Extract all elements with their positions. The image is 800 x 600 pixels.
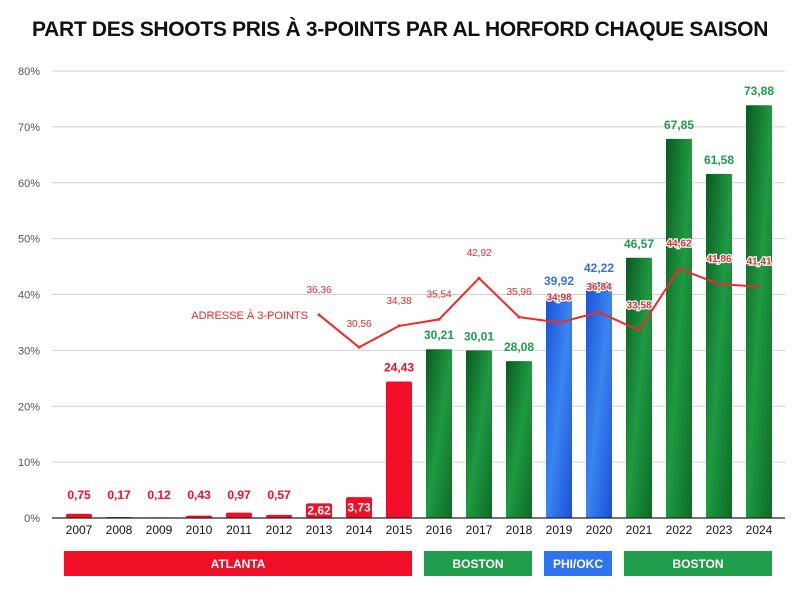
bar-2016	[426, 349, 452, 518]
line-point	[757, 285, 761, 289]
x-tick-label: 2011	[226, 523, 252, 537]
bar-value-label: 0,57	[267, 488, 291, 502]
line-value-label: 34,98	[546, 293, 571, 304]
bar-2023	[706, 173, 732, 518]
x-tick-label: 2008	[106, 523, 133, 537]
x-tick-label: 2021	[626, 523, 653, 537]
bar-value-label: 42,22	[584, 261, 614, 275]
x-tick-label: 2020	[586, 523, 613, 537]
bar-value-label: 3,73	[347, 501, 371, 515]
bar-2020	[586, 282, 612, 518]
bar-value-label: 24,43	[384, 360, 414, 374]
team-label: BOSTON	[672, 557, 723, 571]
bar-2021	[626, 257, 652, 518]
bar-2012	[266, 514, 292, 518]
line-point	[397, 324, 401, 328]
x-tick-label: 2016	[426, 523, 453, 537]
y-tick-label: 50%	[18, 234, 40, 246]
x-tick-label: 2013	[306, 523, 333, 537]
line-value-label: 41,86	[706, 254, 731, 265]
x-tick-label: 2009	[146, 523, 173, 537]
bar-2007	[66, 513, 92, 518]
bar-2011	[226, 512, 252, 518]
line-point	[477, 276, 481, 280]
x-tick-label: 2010	[186, 523, 213, 537]
line-value-label: 35,54	[426, 289, 451, 300]
line-point	[357, 345, 361, 349]
x-tick-label: 2022	[666, 523, 693, 537]
y-tick-label: 0%	[24, 513, 40, 525]
bar-value-label: 30,01	[464, 329, 494, 343]
x-tick-label: 2023	[706, 523, 733, 537]
line-point	[677, 267, 681, 271]
y-tick-label: 30%	[18, 345, 40, 357]
y-tick-label: 20%	[18, 401, 40, 413]
x-tick-label: 2015	[386, 523, 413, 537]
bar-value-label: 39,92	[544, 274, 574, 288]
bar-value-label: 67,85	[664, 118, 694, 132]
bar-value-label: 0,12	[147, 488, 171, 502]
y-tick-label: 40%	[18, 290, 40, 302]
line-value-label: 34,38	[386, 296, 411, 307]
team-label: PHI/OKC	[553, 557, 603, 571]
bar-2022	[666, 138, 692, 518]
y-tick-label: 70%	[18, 122, 40, 134]
team-band-atlanta	[64, 551, 412, 576]
bar-value-label: 30,21	[424, 328, 454, 342]
bar-2017	[466, 350, 492, 518]
chart-title: PART DES SHOOTS PRIS À 3-POINTS PAR AL H…	[31, 18, 769, 41]
team-band-boston	[424, 551, 532, 576]
y-tick-label: 80%	[18, 66, 40, 78]
line-point	[437, 317, 441, 321]
x-tick-label: 2024	[746, 523, 773, 537]
bar-2014	[346, 497, 372, 518]
line-three-point-pct	[318, 267, 760, 349]
team-band-phi/okc	[544, 551, 612, 576]
bar-value-label: 0,97	[227, 488, 251, 502]
line-value-label: 30,56	[346, 319, 371, 330]
line-value-label: 36,84	[586, 282, 611, 293]
line-point	[557, 321, 561, 325]
x-tick-label: 2019	[546, 523, 573, 537]
line-point	[517, 315, 521, 319]
x-tick-label: 2014	[346, 523, 373, 537]
bar-2024	[746, 105, 772, 519]
bar-2010	[186, 515, 212, 518]
line-value-label: 33,58	[626, 300, 651, 311]
bar-value-label: 2,62	[307, 504, 331, 518]
team-label: ATLANTA	[211, 557, 266, 571]
bar-value-label: 61,58	[704, 153, 734, 167]
line-point	[637, 328, 641, 332]
line-point	[717, 282, 721, 286]
bar-2013	[306, 503, 332, 518]
line-legend-label: ADRESSE À 3-POINTS	[191, 309, 308, 322]
bar-value-label: 28,08	[504, 340, 534, 354]
line-value-label: 36,36	[306, 285, 331, 296]
bar-value-label: 0,17	[107, 488, 131, 502]
bar-2018	[506, 361, 532, 518]
x-tick-label: 2012	[266, 523, 293, 537]
y-tick-label: 60%	[18, 178, 40, 190]
line-value-label: 44,62	[666, 239, 691, 250]
bar-value-label: 0,43	[187, 488, 211, 502]
line-point	[597, 310, 601, 314]
bar-2015	[386, 381, 412, 518]
line-value-label: 42,92	[466, 248, 491, 259]
line-value-label: 41,41	[746, 257, 771, 268]
bar-value-label: 46,57	[624, 237, 654, 251]
bar-value-label: 73,88	[744, 84, 774, 98]
line-point	[317, 313, 321, 317]
y-tick-label: 10%	[18, 457, 40, 469]
team-band-boston	[624, 551, 772, 576]
team-label: BOSTON	[452, 557, 503, 571]
bar-2019	[546, 294, 572, 518]
bar-value-label: 0,75	[67, 488, 91, 502]
x-tick-label: 2018	[506, 523, 533, 537]
x-tick-label: 2017	[466, 523, 493, 537]
line-value-label: 35,96	[506, 287, 531, 298]
x-tick-label: 2007	[66, 523, 93, 537]
